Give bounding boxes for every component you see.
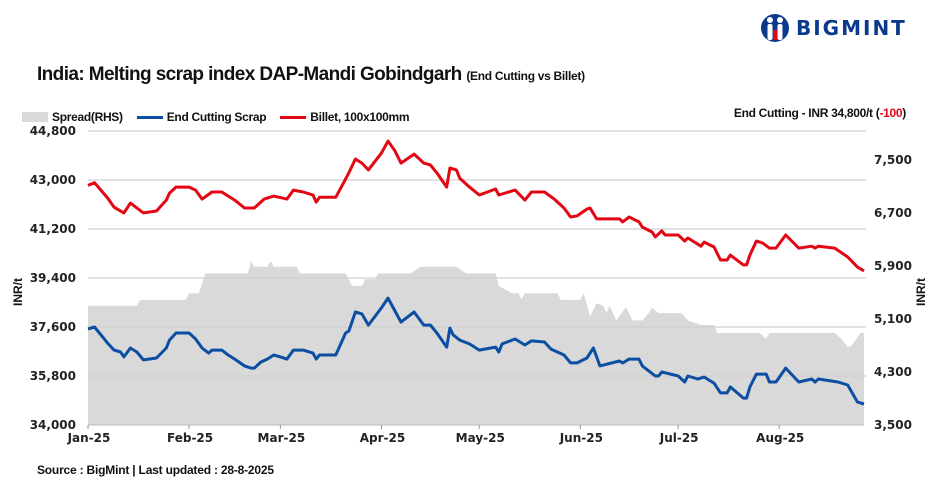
legend-label-billet: Billet, 100x100mm [310,110,410,124]
y-tick-label-left: 43,000 [30,173,76,187]
y-axis-label-left: INR/t [11,278,25,306]
y-tick-label-left: 34,000 [30,418,76,432]
legend-swatch-end-cutting [136,115,163,119]
legend-label-end-cutting: End Cutting Scrap [166,110,267,124]
bigmint-logo-icon [761,14,789,42]
spread-area [88,261,864,425]
y-tick-label-right: 6,700 [874,206,912,220]
chart-legend: Spread(RHS) End Cutting Scrap Billet, 10… [22,110,410,124]
y-tick-label-left: 39,400 [30,271,76,285]
legend-swatch-spread [22,112,48,122]
billet-line [87,139,865,273]
callout-change: -100 [879,106,903,120]
x-tick-label: May-25 [456,431,505,445]
legend-swatch-billet [280,115,307,119]
chart-title: India: Melting scrap index DAP-Mandi Gob… [37,64,585,86]
legend-item-end-cutting: End Cutting Scrap [136,110,267,124]
y-tick-label-right: 5,900 [874,259,912,273]
x-tick-label: Apr-25 [360,431,405,445]
x-tick-label: Jul-25 [659,431,699,445]
chart-title-main: India: Melting scrap index DAP-Mandi Gob… [37,64,462,85]
y-tick-label-right: 3,500 [874,418,912,432]
billet-points [87,140,865,272]
bigmint-logo-text: BIGMINT [796,16,907,40]
y-tick-label-right: 7,500 [874,153,912,167]
callout-text: End Cutting - INR 34,800/t ( [733,106,880,120]
x-tick-label: Aug-25 [756,431,804,445]
end-cutting-scrap-line [87,296,865,406]
y-tick-label-left: 37,600 [30,320,76,334]
source-note: Source : BigMint | Last updated : 28-8-2… [37,463,274,477]
y-tick-label-right: 5,100 [874,312,912,326]
legend-item-spread: Spread(RHS) [22,110,123,124]
callout-close: ) [902,106,906,120]
legend-label-spread: Spread(RHS) [52,110,123,124]
end-cutting-points [87,298,865,405]
y-axis-label-right: INR/t [914,278,928,306]
y-tick-label-left: 44,800 [30,124,76,138]
y-tick-label-right: 4,300 [874,365,912,379]
legend-item-billet: Billet, 100x100mm [280,110,410,124]
x-tick-label: Mar-25 [258,431,306,445]
chart-subtitle: (End Cutting vs Billet) [466,69,585,83]
y-tick-label-left: 35,800 [30,369,76,383]
price-callout: End Cutting - INR 34,800/t (-100) [734,106,906,120]
x-tick-label: Jan-25 [67,431,111,445]
y-tick-label-left: 41,200 [30,222,76,236]
x-tick-label: Jun-25 [559,431,603,445]
bigmint-logo: BIGMINT [760,12,907,44]
x-tick-label: Feb-25 [167,431,213,445]
